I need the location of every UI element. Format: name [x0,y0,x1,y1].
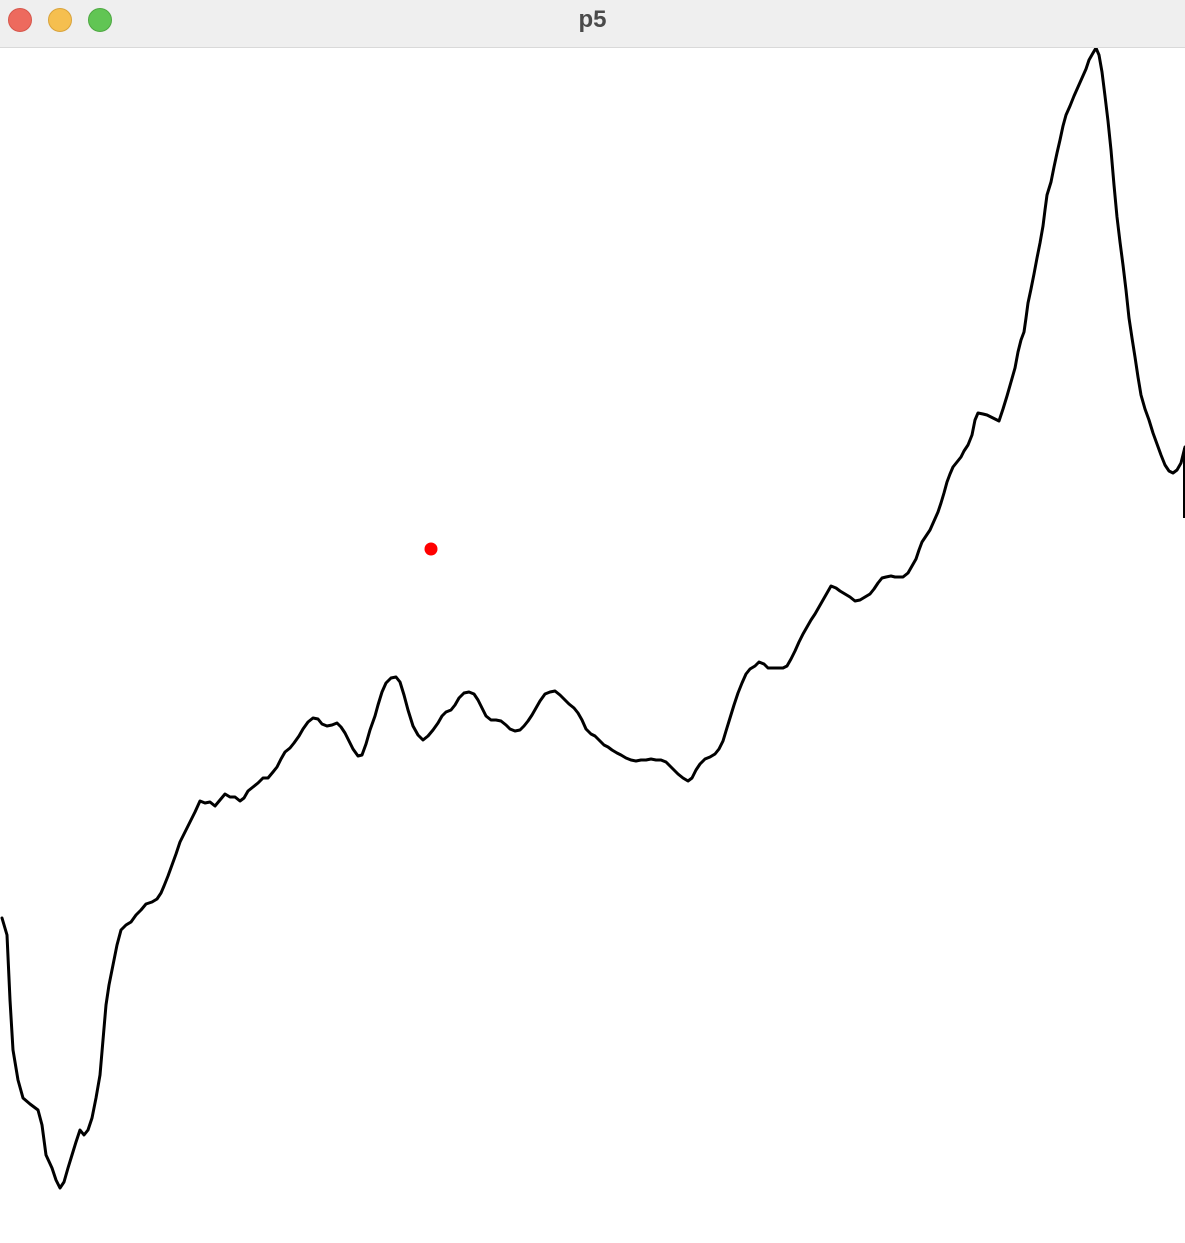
title-bar[interactable]: p5 [0,0,1185,48]
minimize-button[interactable] [48,8,72,32]
window-title: p5 [578,6,607,33]
close-button[interactable] [8,8,32,32]
zoom-button[interactable] [88,8,112,32]
sketch-svg [0,48,1185,1190]
sketch-canvas[interactable] [0,48,1185,1243]
noise-terrain-line [0,48,1185,1190]
red-dot [424,542,438,556]
